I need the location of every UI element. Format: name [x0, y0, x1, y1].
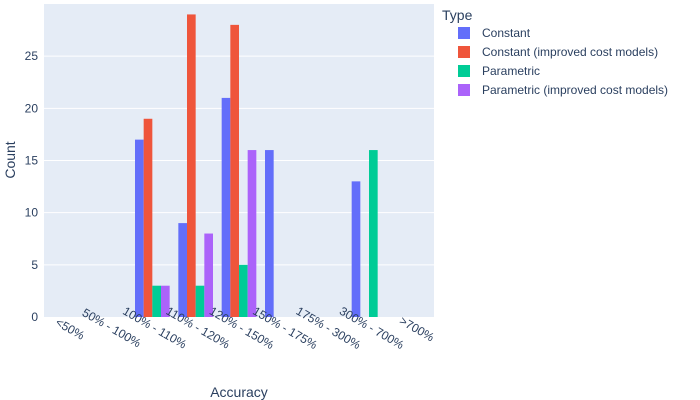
bar-1-3[interactable]: [187, 14, 196, 318]
bar-2-3[interactable]: [195, 285, 205, 317]
y-tick-label: 20: [25, 101, 39, 115]
bar-1-4[interactable]: [230, 24, 239, 317]
legend-swatch[interactable]: [458, 27, 470, 39]
y-axis-ticks: 0 5 10 15 20 25: [25, 49, 39, 324]
bar-0-4[interactable]: [221, 97, 231, 318]
legend-swatch[interactable]: [458, 84, 470, 96]
bar-3-2[interactable]: [161, 285, 170, 317]
y-tick-label: 15: [25, 154, 39, 168]
y-tick-label: 0: [31, 310, 38, 324]
bar-2-7[interactable]: [369, 150, 378, 317]
legend-swatch[interactable]: [458, 65, 470, 77]
legend-title: Type: [442, 7, 473, 23]
bar-0-7[interactable]: [351, 181, 361, 317]
y-tick-label: 5: [31, 258, 38, 272]
bar-1-2[interactable]: [143, 118, 153, 318]
x-tick-label: <50%: [53, 315, 87, 343]
bar-2-2[interactable]: [152, 285, 161, 317]
bar-0-3[interactable]: [178, 223, 187, 317]
legend: Type Constant Constant (improved cost mod…: [442, 7, 668, 97]
bar-2-4[interactable]: [239, 264, 248, 317]
legend-swatch[interactable]: [458, 46, 470, 58]
legend-label[interactable]: Parametric: [482, 64, 540, 78]
bar-0-2[interactable]: [135, 139, 144, 317]
y-axis-title: Count: [2, 141, 18, 178]
bars: [135, 14, 378, 318]
bar-3-3[interactable]: [204, 233, 213, 317]
legend-label[interactable]: Constant (improved cost models): [482, 45, 658, 59]
y-tick-label: 10: [25, 206, 39, 220]
bar-0-5[interactable]: [265, 150, 274, 317]
legend-label[interactable]: Constant: [482, 26, 531, 40]
legend-label[interactable]: Parametric (improved cost models): [482, 83, 668, 97]
y-tick-label: 25: [25, 49, 39, 63]
x-axis-title: Accuracy: [210, 384, 268, 400]
bar-3-4[interactable]: [247, 150, 257, 317]
